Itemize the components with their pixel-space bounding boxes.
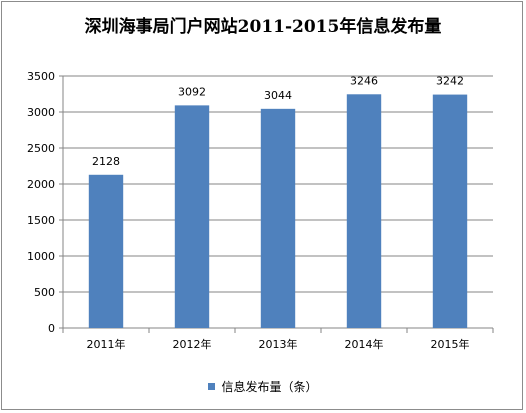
x-tick-label: 2011年 xyxy=(87,337,126,351)
y-tick-label: 3000 xyxy=(27,106,55,119)
bar xyxy=(88,174,124,328)
bar xyxy=(174,105,210,328)
y-axis: 0 500 1000 1500 2000 2500 3000 3500 xyxy=(27,70,64,335)
y-tick-label: 2000 xyxy=(27,178,55,191)
data-label: 3242 xyxy=(436,75,464,88)
legend-label: 信息发布量（条） xyxy=(221,380,318,394)
legend: 信息发布量（条） xyxy=(0,378,526,395)
y-tick-label: 1500 xyxy=(27,214,55,227)
x-tick-label: 2015年 xyxy=(431,337,470,351)
x-axis: 2011年 2012年 2013年 2014年 2015年 xyxy=(62,327,494,351)
data-labels: 2128 3092 3044 3246 3242 xyxy=(92,74,464,167)
y-tick-label: 3500 xyxy=(27,70,55,83)
legend-swatch xyxy=(208,383,216,390)
x-tick-label: 2012年 xyxy=(173,337,212,351)
bar xyxy=(432,94,468,329)
data-label: 3044 xyxy=(264,89,292,102)
x-tick-label: 2013年 xyxy=(259,337,298,351)
bar xyxy=(346,94,382,329)
y-tick-label: 0 xyxy=(48,322,55,335)
y-tick-label: 500 xyxy=(34,286,55,299)
data-label: 3092 xyxy=(178,85,206,98)
y-tick-label: 1000 xyxy=(27,250,55,263)
chart-title: 深圳海事局门户网站2011-2015年信息发布量 xyxy=(84,17,442,37)
bars xyxy=(88,94,468,329)
data-label: 2128 xyxy=(92,155,120,168)
data-label: 3246 xyxy=(350,74,378,87)
y-tick-label: 2500 xyxy=(27,142,55,155)
bar xyxy=(260,108,296,328)
x-tick-label: 2014年 xyxy=(345,337,384,351)
